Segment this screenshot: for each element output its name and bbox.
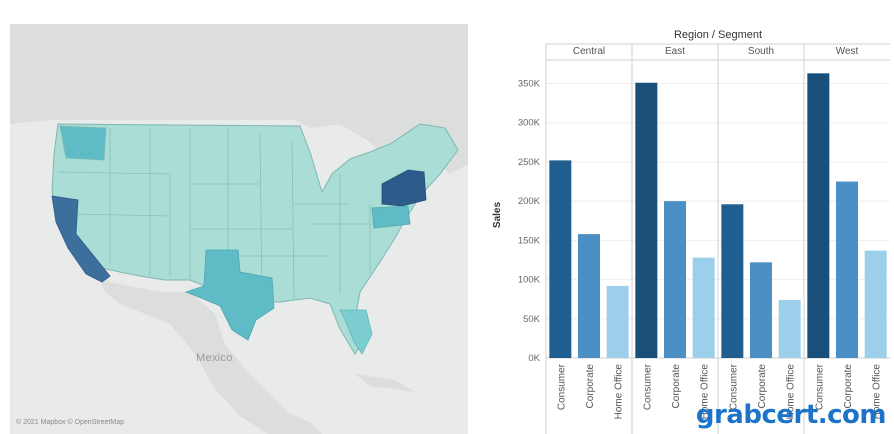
bar-south-corporate	[750, 262, 772, 358]
y-tick-label: 200K	[518, 196, 541, 207]
bar-central-home-office	[606, 285, 629, 358]
x-tick-label: Corporate	[585, 364, 596, 409]
x-tick-label: Corporate	[843, 364, 854, 409]
y-tick-label: 100K	[518, 275, 541, 286]
bar-east-consumer	[635, 82, 658, 359]
map-canvas	[10, 24, 468, 434]
x-tick-label: Corporate	[757, 364, 768, 409]
caribbean-island	[355, 374, 415, 392]
state-california	[51, 195, 111, 283]
x-tick-label: Corporate	[671, 364, 682, 409]
bar-west-home-office	[864, 250, 887, 358]
x-tick-label: Home Office	[614, 364, 625, 420]
region-header-central: Central	[573, 46, 605, 57]
mexico-landmass	[95, 269, 322, 434]
state-borders	[57, 128, 390, 303]
state-pennsylvania	[371, 205, 411, 229]
y-tick-label: 150K	[518, 235, 541, 246]
x-tick-label: Consumer	[728, 363, 739, 410]
x-tick-label: Home Office	[700, 364, 711, 420]
region-header-east: East	[665, 46, 685, 57]
y-tick-label: 0K	[528, 353, 540, 364]
watermark: grabcert.com	[695, 400, 887, 430]
x-tick-label: Home Office	[872, 364, 883, 420]
bar-west-corporate	[836, 181, 858, 358]
bar-west-consumer	[807, 73, 830, 359]
mexico-label: Mexico	[196, 352, 233, 364]
y-tick-label: 50K	[523, 314, 541, 325]
state-texas	[184, 249, 275, 341]
sales-map[interactable]: Mexico © 2021 Mapbox © OpenStreetMap	[10, 24, 468, 434]
state-washington	[59, 125, 107, 161]
y-tick-label: 300K	[518, 118, 541, 129]
bar-south-consumer	[721, 204, 744, 358]
bar-east-home-office	[692, 257, 715, 358]
state-new-york	[381, 169, 427, 207]
state-florida	[339, 309, 373, 355]
y-tick-label: 250K	[518, 157, 541, 168]
bar-central-consumer	[549, 160, 572, 358]
bar-south-home-office	[778, 299, 801, 358]
region-header-west: West	[836, 46, 859, 57]
bar-central-corporate	[578, 234, 600, 358]
x-tick-label: Consumer	[642, 363, 653, 410]
chart-title: Region / Segment	[674, 29, 762, 41]
x-tick-label: Consumer	[814, 363, 825, 410]
bar-east-corporate	[664, 201, 686, 358]
x-tick-label: Consumer	[556, 363, 567, 410]
sales-bar-chart: Region / Segment Sales 0K 50K 100K 150K 200K 25…	[492, 29, 890, 434]
y-axis-label: Sales	[492, 201, 503, 228]
y-tick-label: 350K	[518, 79, 541, 90]
x-tick-label: Home Office	[786, 364, 797, 420]
region-header-south: South	[748, 46, 774, 57]
canada-landmass	[10, 24, 468, 174]
map-attribution: © 2021 Mapbox © OpenStreetMap	[16, 419, 124, 426]
